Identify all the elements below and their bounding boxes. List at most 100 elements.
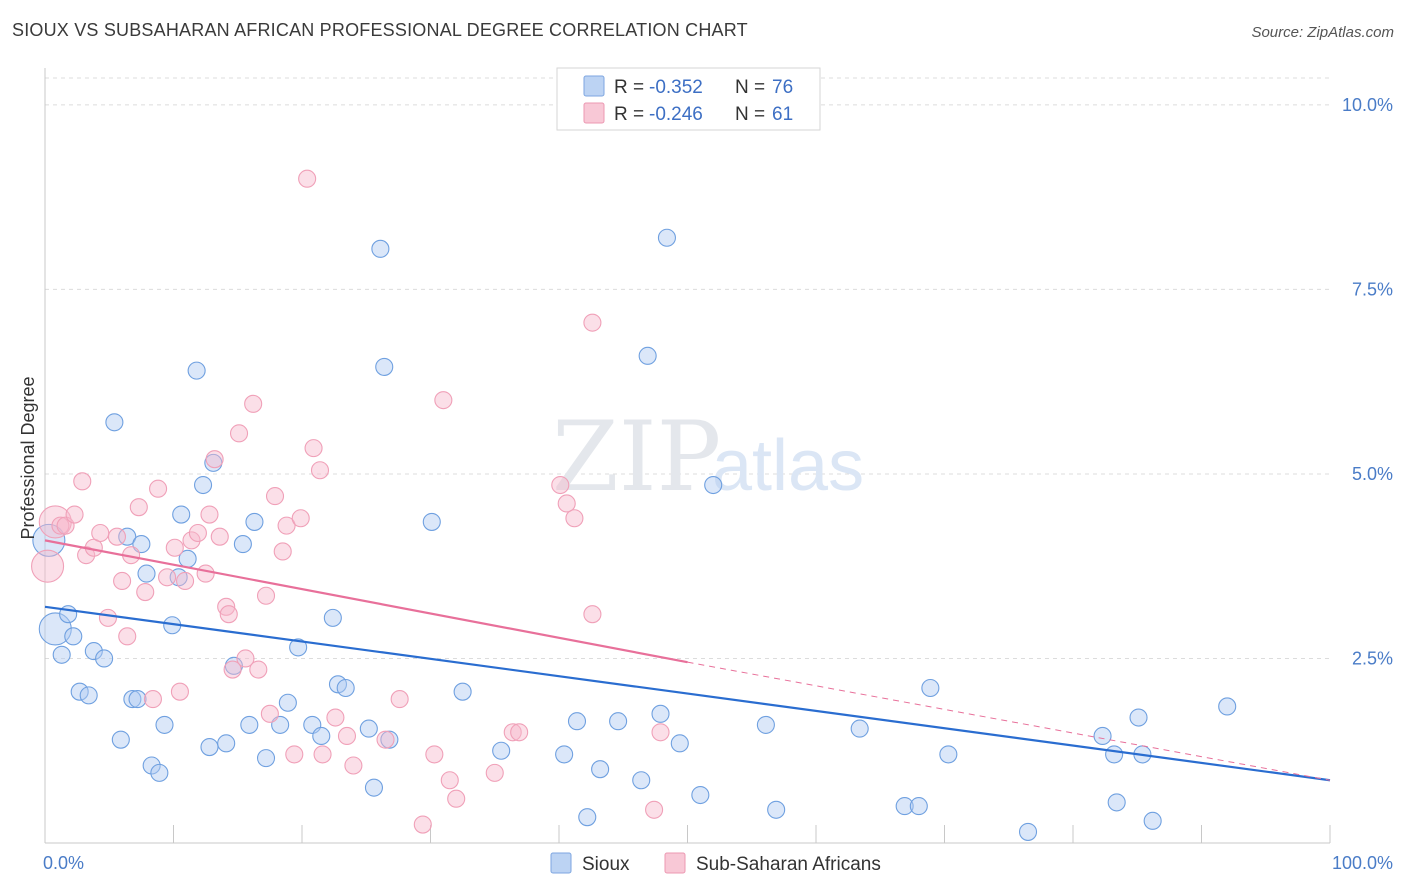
sioux-point-8	[95, 649, 114, 668]
sioux-point-16	[142, 756, 161, 775]
subsaharan-point-27	[210, 527, 229, 546]
sioux-point-35	[289, 638, 308, 657]
sioux-point-29	[233, 535, 252, 554]
stats-legend-r-value-subsaharan: -0.246	[649, 104, 703, 125]
subsaharan-point-59	[551, 475, 570, 495]
subsaharan-trend-line	[44, 539, 688, 664]
sioux-point-64	[895, 797, 914, 816]
subsaharan-trend-extension	[687, 661, 1331, 781]
x-tick-label-1: 100.0%	[1332, 853, 1393, 873]
y-tick-label-2: 7.5%	[1352, 279, 1393, 299]
subsaharan-point-15	[136, 582, 155, 602]
stats-legend-r-value-sioux: -0.352	[649, 77, 703, 98]
sioux-point-45	[380, 730, 399, 749]
subsaharan-point-22	[182, 531, 201, 550]
sioux-point-44	[375, 357, 394, 376]
series-legend-swatch-subsaharan	[664, 852, 686, 874]
stats-legend-swatch-subsaharan	[583, 102, 605, 124]
subsaharan-point-62	[583, 605, 602, 624]
sioux-point-74	[1143, 811, 1162, 830]
sioux-point-30	[240, 715, 259, 734]
sioux-point-2	[52, 645, 71, 664]
sioux-point-53	[609, 712, 628, 731]
subsaharan-point-50	[390, 690, 409, 709]
watermark-zip: ZIP	[552, 401, 721, 513]
sioux-point-12	[123, 690, 142, 709]
subsaharan-point-11	[113, 571, 132, 591]
sioux-point-43	[371, 239, 390, 258]
sioux-point-31	[245, 512, 264, 531]
sioux-point-10	[111, 730, 130, 749]
watermark-atlas: atlas	[712, 426, 864, 506]
y-axis-label: Professional Degree	[18, 376, 38, 539]
subsaharan-point-38	[273, 542, 292, 561]
subsaharan-point-39	[277, 516, 296, 535]
sioux-point-27	[217, 734, 236, 753]
subsaharan-point-10	[107, 527, 127, 546]
sioux-point-70	[1105, 745, 1124, 764]
subsaharan-point-29	[219, 605, 238, 624]
stats-legend-n-label-subsaharan: N =	[735, 104, 765, 125]
sioux-point-72	[1129, 708, 1148, 727]
sioux-point-24	[194, 475, 213, 495]
sioux-point-46	[422, 512, 441, 531]
subsaharan-point-44	[310, 461, 330, 480]
sioux-point-47	[453, 682, 472, 701]
sioux-point-4	[64, 627, 83, 646]
subsaharan-point-43	[304, 439, 323, 458]
subsaharan-point-40	[285, 745, 304, 764]
sioux-point-9	[105, 413, 124, 432]
sioux-trend-line	[44, 605, 1331, 782]
subsaharan-point-18	[158, 568, 177, 587]
sioux-point-32	[256, 749, 276, 768]
subsaharan-point-0	[31, 549, 65, 583]
sioux-point-13	[128, 690, 147, 709]
subsaharan-point-17	[149, 479, 168, 498]
subsaharan-point-41	[291, 509, 310, 528]
sioux-point-68	[1018, 822, 1038, 841]
sioux-point-54	[632, 771, 651, 790]
subsaharan-point-57	[503, 723, 522, 742]
x-tick-labels: 0.0% 100.0%	[43, 853, 1393, 873]
subsaharan-point-64	[645, 800, 664, 819]
subsaharan-point-52	[425, 745, 444, 764]
subsaharan-point-58	[510, 723, 529, 742]
subsaharan-point-9	[98, 608, 118, 627]
sioux-point-17	[150, 763, 169, 782]
subsaharan-point-14	[129, 498, 148, 517]
stats-legend-n-value-subsaharan: 61	[772, 104, 793, 125]
sioux-point-6	[79, 686, 98, 705]
sioux-point-23	[187, 361, 206, 380]
subsaharan-point-56	[485, 763, 504, 782]
stats-legend: R = -0.352 N = 76 R = -0.246 N = 61	[556, 67, 821, 131]
subsaharan-point-21	[176, 571, 195, 591]
series-legend-label-subsaharan: Sub-Saharan Africans	[696, 854, 881, 875]
subsaharan-point-19	[165, 538, 184, 557]
subsaharan-point-37	[265, 487, 285, 506]
trend-lines	[44, 539, 1331, 782]
subsaharan-point-33	[244, 394, 263, 413]
watermark: ZIP atlas	[552, 401, 864, 513]
sioux-point-34	[278, 693, 297, 712]
sioux-point-75	[1218, 697, 1237, 716]
sioux-point-61	[756, 715, 775, 734]
subsaharan-point-32	[236, 649, 255, 668]
subsaharan-point-6	[77, 546, 96, 565]
subsaharan-point-48	[344, 756, 363, 775]
subsaharan-point-34	[249, 660, 268, 679]
y-tick-labels: 2.5% 5.0% 7.5% 10.0%	[1342, 95, 1393, 669]
sioux-point-42	[364, 778, 384, 797]
sioux-point-60	[704, 475, 723, 495]
subsaharan-point-16	[143, 690, 162, 709]
subsaharan-point-12	[118, 627, 137, 646]
subsaharan-point-63	[583, 313, 602, 332]
y-tick-label-3: 10.0%	[1342, 95, 1393, 115]
sioux-point-33	[271, 715, 290, 734]
sioux-point-40	[336, 678, 355, 698]
subsaharan-point-2	[51, 516, 70, 535]
sioux-point-38	[323, 608, 342, 627]
subsaharan-point-23	[188, 523, 207, 543]
subsaharan-point-46	[326, 708, 345, 727]
y-tick-label-0: 2.5%	[1352, 648, 1393, 668]
